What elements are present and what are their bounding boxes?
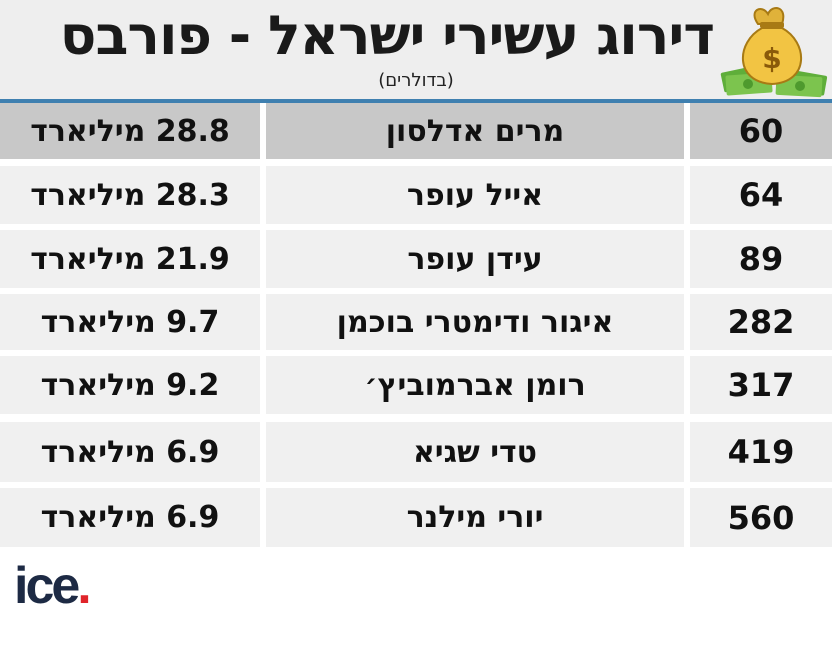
name-cell: רומן אברמוביץ׳ [266,356,684,414]
name-cell: טדי שגיא [266,422,684,482]
logo-text: ice [14,557,80,615]
net-worth-cell: 21.9 מיליארד [0,230,260,288]
header-divider [0,99,832,103]
table-row: 6.9 מיליארד יורי מילנר 560 [0,488,832,547]
rank-cell: 317 [690,356,832,414]
logo-dot: . [77,557,92,615]
rank-cell: 89 [690,230,832,288]
net-worth-cell: 9.2 מיליארד [0,356,260,414]
net-worth-cell: 28.3 מיליארד [0,166,260,224]
header-banner: דירוג עשירי ישראל - פורבס (בדולרים) $ [0,0,832,99]
table-row: 9.2 מיליארד רומן אברמוביץ׳ 317 [0,356,832,414]
net-worth-cell: 28.8 מיליארד [0,103,260,159]
table-row: 28.3 מיליארד אייל עופר 64 [0,166,832,224]
net-worth-cell: 9.7 מיליארד [0,294,260,350]
name-cell: איגור ודימטרי בוכמן [266,294,684,350]
page-title: דירוג עשירי ישראל - פורבס [59,4,715,67]
table-row: 6.9 מיליארד טדי שגיא 419 [0,422,832,482]
table-row: 21.9 מיליארד עידן עופר 89 [0,230,832,288]
rank-cell: 560 [690,488,832,547]
name-cell: מרים אדלסון [266,103,684,159]
name-cell: אייל עופר [266,166,684,224]
net-worth-cell: 6.9 מיליארד [0,422,260,482]
svg-text:$: $ [762,42,781,75]
rank-cell: 282 [690,294,832,350]
table-row: 9.7 מיליארד איגור ודימטרי בוכמן 282 [0,294,832,350]
page-subtitle: (בדולרים) [378,70,454,91]
money-bag-icon: $ [720,7,828,98]
rank-cell: 64 [690,166,832,224]
rank-cell: 419 [690,422,832,482]
net-worth-cell: 6.9 מיליארד [0,488,260,547]
rank-cell: 60 [690,103,832,159]
name-cell: יורי מילנר [266,488,684,547]
name-cell: עידן עופר [266,230,684,288]
table-row: 28.8 מיליארד מרים אדלסון 60 [0,103,832,159]
ice-logo: ice. [14,557,92,615]
